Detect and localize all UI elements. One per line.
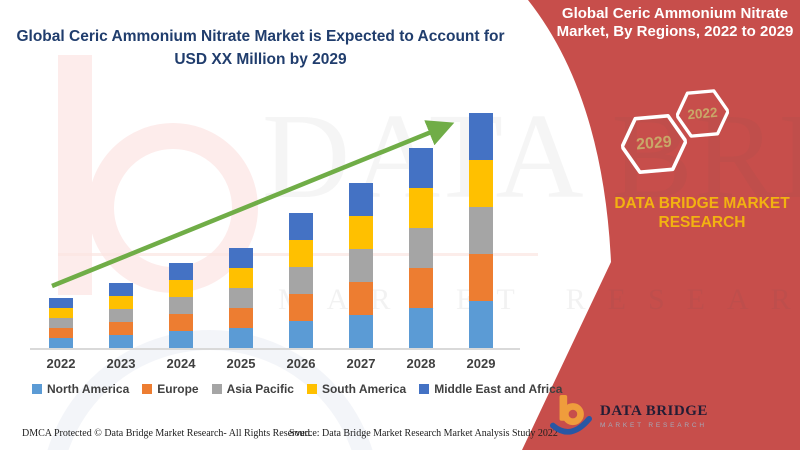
stacked-bar-2028 <box>409 148 433 348</box>
x-axis-label-2026: 2026 <box>286 356 316 371</box>
legend-swatch-south-america <box>306 384 317 394</box>
bar-segment-2026-asia-pacific <box>289 267 313 294</box>
bar-segment-2022-north-america <box>49 338 73 348</box>
stacked-bar-2023 <box>109 283 133 348</box>
x-axis-label-2029: 2029 <box>466 356 496 371</box>
bar-segment-2022-asia-pacific <box>49 318 73 328</box>
hexagon-year-2022: 2022 <box>686 104 719 123</box>
hexagon-year-2029: 2029 <box>635 133 673 154</box>
stacked-bar-2026 <box>289 213 313 348</box>
bar-segment-2028-europe <box>409 268 433 308</box>
bar-segment-2029-middle-east-and-africa <box>469 113 493 160</box>
bar-segment-2022-south-america <box>49 308 73 318</box>
legend-item-europe: Europe <box>142 382 199 396</box>
legend-item-south-america: South America <box>306 382 407 396</box>
legend-label-europe: Europe <box>157 382 199 396</box>
x-axis-label-2023: 2023 <box>106 356 136 371</box>
logo-subtitle: MARKET RESEARCH <box>600 422 707 429</box>
bar-segment-2026-europe <box>289 294 313 321</box>
legend-item-north-america: North America <box>32 382 129 396</box>
bar-segment-2023-south-america <box>109 296 133 309</box>
bar-segment-2024-europe <box>169 314 193 331</box>
x-axis-label-2024: 2024 <box>166 356 196 371</box>
logo-wordmark: DATA BRIDGE MARKET RESEARCH <box>600 403 708 429</box>
bar-segment-2027-middle-east-and-africa <box>349 183 373 216</box>
brand-name-line1: DATA BRIDGE MARKET <box>614 195 790 212</box>
dmca-notice: DMCA Protected © Data Bridge Market Rese… <box>22 428 313 439</box>
stacked-bar-2029 <box>469 113 493 348</box>
side-panel-title-line1: Global Ceric Ammonium Nitrate <box>561 5 789 22</box>
brand-name-text: DATA BRIDGE MARKET RESEARCH <box>600 194 800 232</box>
stacked-bar-2024 <box>169 263 193 348</box>
brand-name-line2: RESEARCH <box>658 214 746 231</box>
legend-swatch-europe <box>142 384 153 394</box>
stacked-bar-2027 <box>349 183 373 348</box>
chart-legend: North America Europe Asia Pacific South Ame… <box>32 382 562 396</box>
hexagon-badge-2022: 2022 <box>674 88 731 139</box>
legend-item-asia-pacific: Asia Pacific <box>211 382 294 396</box>
bar-segment-2023-north-america <box>109 335 133 348</box>
bar-segment-2022-europe <box>49 328 73 338</box>
bar-segment-2027-asia-pacific <box>349 249 373 282</box>
legend-swatch-asia-pacific <box>211 384 222 394</box>
bar-segment-2028-south-america <box>409 188 433 228</box>
legend-swatch-north-america <box>32 384 42 394</box>
bar-segment-2023-asia-pacific <box>109 309 133 322</box>
hexagon-badge-2029: 2029 <box>619 112 690 176</box>
x-axis-labels: 2022 2023 2024 2025 2026 2027 2028 2029 <box>30 356 520 372</box>
bar-segment-2024-asia-pacific <box>169 297 193 314</box>
x-axis-label-2025: 2025 <box>226 356 256 371</box>
bar-segment-2025-europe <box>229 308 253 328</box>
bar-segment-2025-south-america <box>229 268 253 288</box>
legend-swatch-middle-east-and-africa <box>419 384 430 394</box>
x-axis-label-2022: 2022 <box>46 356 76 371</box>
bar-segment-2028-asia-pacific <box>409 228 433 268</box>
legend-label-north-america: North America <box>47 382 130 396</box>
bar-segment-2029-south-america <box>469 160 493 207</box>
hexagon-outline-icon <box>675 89 730 138</box>
data-bridge-logo: DATA BRIDGE MARKET RESEARCH <box>550 392 708 440</box>
legend-item-middle-east-and-africa: Middle East and Africa <box>419 382 562 396</box>
stacked-bar-2025 <box>229 248 253 348</box>
bar-segment-2028-middle-east-and-africa <box>409 148 433 188</box>
hexagon-outline-icon <box>620 114 688 174</box>
legend-label-middle-east-and-africa: Middle East and Africa <box>434 382 563 396</box>
page-title-line1: Global Ceric Ammonium Nitrate Market is … <box>16 28 505 45</box>
x-axis-label-2028: 2028 <box>406 356 436 371</box>
bar-segment-2025-asia-pacific <box>229 288 253 308</box>
bar-segment-2027-north-america <box>349 315 373 348</box>
bar-segment-2023-middle-east-and-africa <box>109 283 133 296</box>
data-bridge-logo-icon <box>550 395 592 435</box>
bar-segment-2027-europe <box>349 282 373 315</box>
side-panel-title-line2: Market, By Regions, 2022 to 2029 <box>556 22 794 40</box>
logo-name: DATA BRIDGE <box>600 403 708 419</box>
legend-label-south-america: South America <box>321 382 407 396</box>
bar-segment-2023-europe <box>109 322 133 335</box>
bar-segment-2025-middle-east-and-africa <box>229 248 253 268</box>
bar-segment-2029-europe <box>469 254 493 301</box>
bar-segment-2022-middle-east-and-africa <box>49 298 73 308</box>
x-axis-label-2027: 2027 <box>346 356 376 371</box>
bar-segment-2026-middle-east-and-africa <box>289 213 313 240</box>
source-credit: Source: Data Bridge Market Research Mark… <box>289 428 558 439</box>
bar-segment-2024-middle-east-and-africa <box>169 263 193 280</box>
bar-segment-2024-south-america <box>169 280 193 297</box>
bar-segment-2029-asia-pacific <box>469 207 493 254</box>
bar-segment-2028-north-america <box>409 308 433 348</box>
bar-segment-2027-south-america <box>349 216 373 249</box>
bar-chart-plot-area <box>30 100 520 350</box>
bar-segment-2024-north-america <box>169 331 193 348</box>
bar-segment-2025-north-america <box>229 328 253 348</box>
page-title-line2: USD XX Million by 2029 <box>174 51 347 68</box>
page-title: Global Ceric Ammonium Nitrate Market is … <box>8 25 513 71</box>
bar-segment-2029-north-america <box>469 301 493 348</box>
side-panel-title: Global Ceric Ammonium Nitrate Market, By… <box>552 5 798 40</box>
stacked-bar-2022 <box>49 298 73 348</box>
bar-segment-2026-north-america <box>289 321 313 348</box>
bar-segment-2026-south-america <box>289 240 313 267</box>
legend-label-asia-pacific: Asia Pacific <box>226 382 294 396</box>
